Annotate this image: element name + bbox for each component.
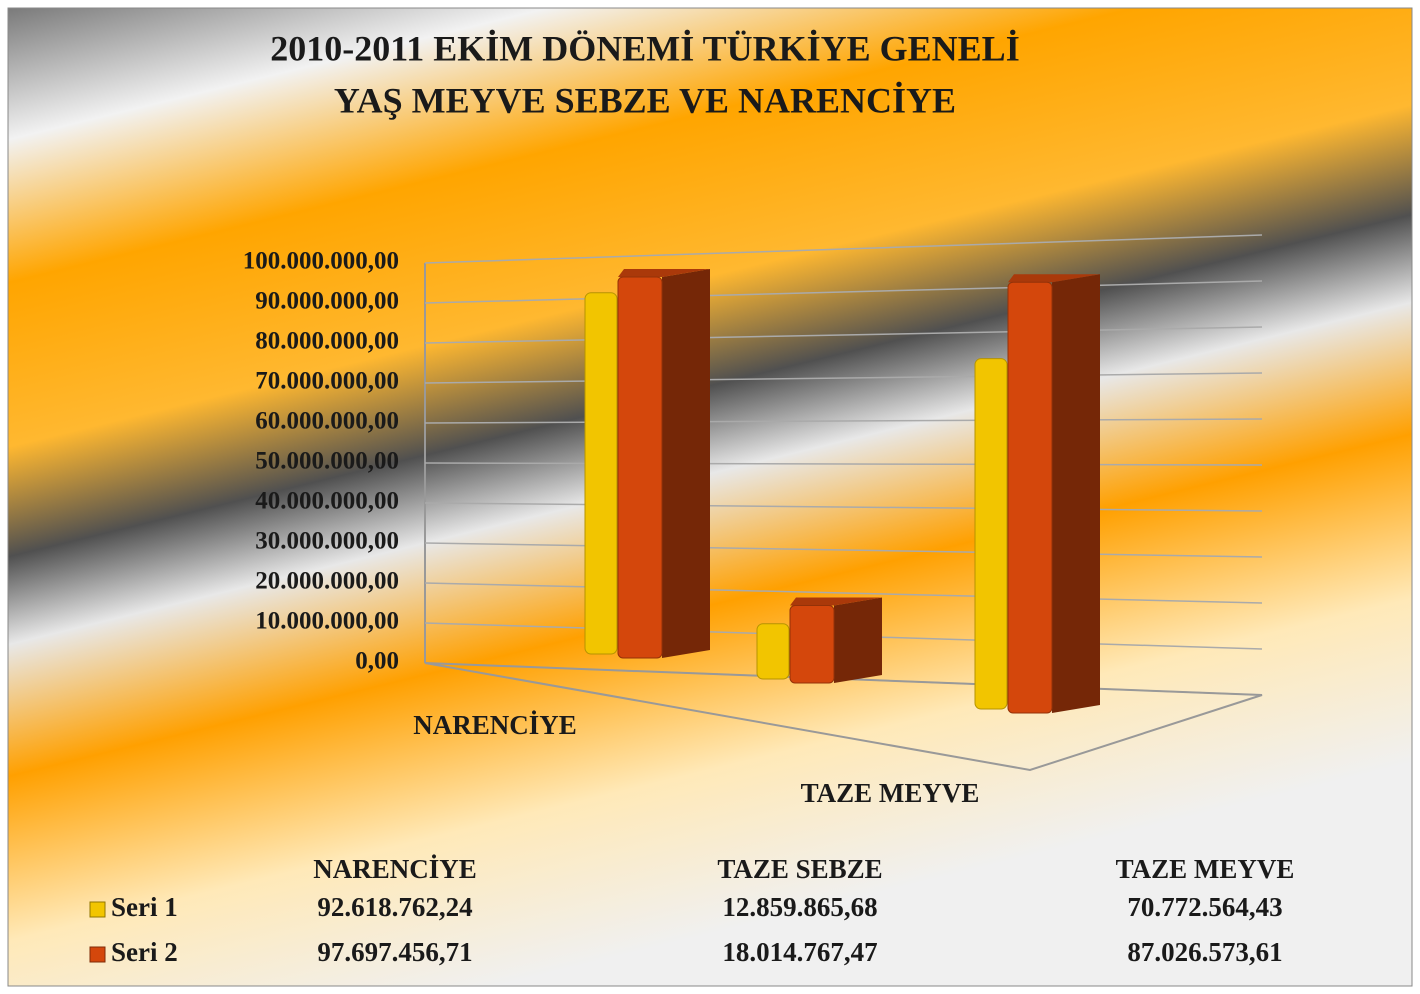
legend-key (89, 901, 106, 918)
chart-title: YAŞ MEYVE SEBZE VE NARENCİYE (334, 80, 956, 120)
y-tick-label: 40.000.000,00 (255, 488, 399, 515)
grid-line (424, 418, 1263, 424)
bar (1007, 274, 1100, 714)
table-value: 18.014.767,47 (722, 937, 877, 967)
table-header: NARENCİYE (313, 854, 477, 884)
x-tick-label: NARENCİYE (413, 710, 577, 740)
grid-line (424, 462, 1263, 466)
bar (789, 597, 882, 684)
legend-key (89, 946, 106, 963)
bar-front (974, 358, 1008, 710)
bar-side (834, 597, 882, 683)
y-tick-label: 90.000.000,00 (255, 288, 399, 315)
table-value: 70.772.564,43 (1127, 892, 1282, 922)
y-tick-label: 60.000.000,00 (255, 408, 399, 435)
bar-front (1007, 281, 1053, 714)
grid-line (424, 542, 1263, 558)
table-header: TAZE SEBZE (717, 854, 882, 884)
table-value: 12.859.865,68 (722, 892, 877, 922)
y-tick-label: 20.000.000,00 (255, 568, 399, 595)
bar (584, 292, 618, 655)
grid-line (424, 326, 1263, 344)
bar-side (662, 268, 710, 658)
x-tick-label: TAZE MEYVE (801, 778, 980, 808)
y-tick-label: 0,00 (355, 648, 399, 675)
grid-line (424, 582, 1263, 604)
bar-front (617, 276, 663, 659)
chart-title: 2010-2011 EKİM DÖNEMİ TÜRKİYE GENELİ (270, 28, 1019, 68)
table-value: 87.026.573,61 (1127, 937, 1282, 967)
table-value: 97.697.456,71 (317, 937, 472, 967)
grid-line (424, 280, 1263, 304)
grid-line (424, 502, 1263, 512)
table-header: TAZE MEYVE (1116, 854, 1295, 884)
bar-top (790, 597, 882, 606)
y-tick-label: 30.000.000,00 (255, 528, 399, 555)
bar-top (618, 268, 710, 277)
y-tick-label: 10.000.000,00 (255, 608, 399, 635)
y-tick-label: 80.000.000,00 (255, 328, 399, 355)
grid-line (424, 234, 1263, 264)
bar-front (584, 292, 618, 655)
bar (756, 623, 790, 680)
bar (974, 358, 1008, 710)
table-value: 92.618.762,24 (317, 892, 472, 922)
bar (617, 268, 710, 659)
y-tick-label: 100.000.000,00 (243, 248, 399, 275)
legend-label: Seri 2 (111, 937, 178, 967)
bar-side (1052, 274, 1100, 713)
y-tick-label: 50.000.000,00 (255, 448, 399, 475)
bar-front (789, 605, 835, 684)
y-tick-label: 70.000.000,00 (255, 368, 399, 395)
legend-label: Seri 1 (111, 892, 178, 922)
grid-line (424, 372, 1263, 384)
bar-top (1008, 274, 1100, 283)
bar-front (756, 623, 790, 680)
